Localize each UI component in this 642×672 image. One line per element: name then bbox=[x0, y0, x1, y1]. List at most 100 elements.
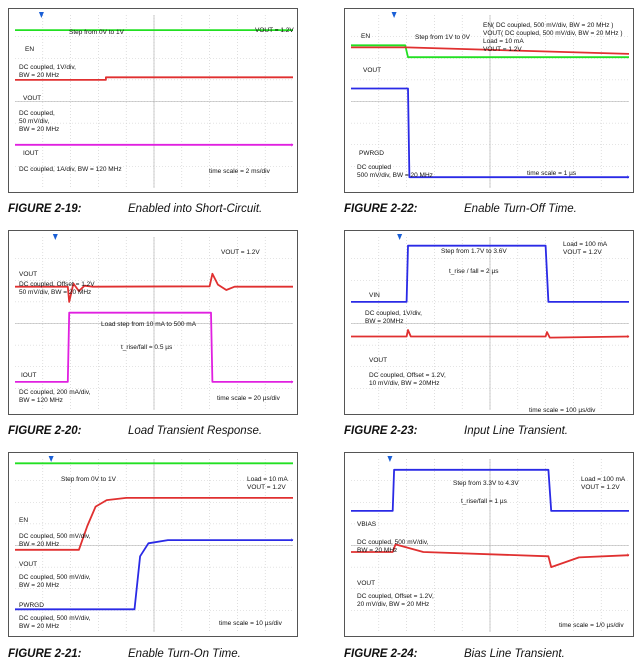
trace-vout bbox=[351, 543, 630, 568]
trace-iout bbox=[15, 311, 293, 383]
figure-number: FIGURE 2-24: bbox=[344, 648, 418, 660]
trigger-marker bbox=[52, 234, 58, 240]
scope-plot: + bbox=[351, 12, 630, 188]
scope-panel-1: + Step from 0V to 1V VOUT = 1.2V EN DC coupl… bbox=[8, 8, 298, 193]
trigger-marker bbox=[397, 234, 403, 240]
trace-vout bbox=[351, 329, 630, 339]
trace-vout bbox=[351, 46, 630, 55]
annotation-step: Step from 0V to 1V bbox=[69, 29, 124, 36]
desc-vout: DC coupled, Offset = 1.2V 50 mV/div, BW … bbox=[19, 281, 95, 296]
channel-marker: + bbox=[626, 553, 630, 559]
scope-plot: + bbox=[351, 456, 630, 632]
annotation-load-step: Load step from 10 mA to 500 mA bbox=[101, 321, 197, 328]
scope-panel-6: + Step from 3.3V to 4.3V Load = 100 mA VOU… bbox=[344, 452, 634, 637]
desc-pwrgd: DC coupled, 500 mV/div, BW = 20 MHz bbox=[19, 615, 91, 630]
annotation-load: Load = 100 mA VOUT = 1.2V bbox=[563, 241, 608, 256]
annotation-vout: VOUT = 1.2V bbox=[221, 249, 260, 256]
label-vout: VOUT bbox=[19, 271, 38, 278]
label-pwrgd: PWRGD bbox=[19, 602, 44, 609]
annotation-en: EN( DC coupled, 500 mV/div, BW = 20 MHz … bbox=[483, 22, 623, 53]
center-axes bbox=[15, 237, 293, 410]
time-scale: time scale = 1/0 µs/div bbox=[559, 622, 624, 629]
figure-number: FIGURE 2-21: bbox=[8, 648, 82, 660]
center-axes bbox=[15, 459, 293, 632]
label-vout: VOUT bbox=[369, 357, 388, 364]
time-scale: time scale = 20 µs/div bbox=[217, 395, 280, 402]
trace-pwrgd bbox=[351, 87, 629, 179]
annotation-step: Step from 0V to 1V bbox=[61, 476, 116, 483]
center-axes bbox=[351, 237, 629, 410]
desc-pwrgd: DC coupled 500 mV/div, BW = 20 MHz bbox=[357, 164, 433, 179]
annotation-step: Step from 1.7V to 3.6V bbox=[441, 248, 507, 255]
figure-title: Enable Turn-On Time. bbox=[128, 648, 241, 660]
annotation-load: Load = 10 mA VOUT = 1.2V bbox=[247, 476, 288, 491]
desc-vout: DC coupled, Offset = 1.2V, 20 mV/div, BW… bbox=[357, 593, 434, 608]
center-axes bbox=[15, 15, 293, 188]
trigger-marker bbox=[48, 456, 54, 462]
scope-plot: + bbox=[351, 234, 630, 410]
channel-marker: + bbox=[290, 143, 294, 149]
label-vout: VOUT bbox=[23, 95, 42, 102]
annotation-rise: t_rise/fall = 1 µs bbox=[461, 498, 507, 505]
figure-caption: FIGURE 2-20: Load Transient Response. bbox=[8, 425, 262, 437]
trace-vin bbox=[351, 244, 629, 303]
figure-number: FIGURE 2-22: bbox=[344, 203, 418, 215]
label-iout: IOUT bbox=[23, 150, 39, 157]
annotation-vout: VOUT = 1.2V bbox=[255, 27, 294, 34]
channel-marker: + bbox=[290, 380, 294, 386]
trace-pwrgd bbox=[15, 539, 293, 611]
scope-panel-3: + VOUT = 1.2V VOUT DC coupled, Offset = 1.2… bbox=[8, 230, 298, 415]
scope-plot: + bbox=[15, 456, 294, 632]
scope-panel-5: + Step from 0V to 1V Load = 10 mA VOUT = 1… bbox=[8, 452, 298, 637]
figure-title: Enable Turn-Off Time. bbox=[464, 203, 577, 215]
annotation-step: Step from 3.3V to 4.3V bbox=[453, 480, 519, 487]
trigger-marker bbox=[38, 12, 44, 18]
trace-en bbox=[351, 44, 629, 59]
label-vbias: VBIAS bbox=[357, 521, 377, 528]
time-scale: time scale = 2 ms/div bbox=[209, 168, 270, 175]
figure-caption: FIGURE 2-23: Input Line Transient. bbox=[344, 425, 568, 437]
time-scale: time scale = 10 µs/div bbox=[219, 620, 282, 627]
scope-panel-4: + Step from 1.7V to 3.6V Load = 100 mA VOU… bbox=[344, 230, 634, 415]
annotation-step: Step from 1V to 0V bbox=[415, 34, 470, 41]
label-en: EN bbox=[25, 46, 35, 53]
figure-caption: FIGURE 2-24: Bias Line Transient. bbox=[344, 648, 565, 660]
figure-title: Load Transient Response. bbox=[128, 425, 263, 437]
trigger-marker bbox=[387, 456, 393, 462]
channel-marker: + bbox=[290, 538, 294, 544]
label-vout: VOUT bbox=[357, 580, 376, 587]
label-iout: IOUT bbox=[21, 372, 37, 379]
scope-plot: + bbox=[15, 234, 294, 410]
annotation-rise: t_rise / fall = 2 µs bbox=[449, 268, 499, 275]
figure-number: FIGURE 2-19: bbox=[8, 203, 82, 215]
desc-en: DC coupled, 500 mV/div, BW = 20 MHz bbox=[19, 533, 91, 548]
figure-caption: FIGURE 2-21: Enable Turn-On Time. bbox=[8, 648, 241, 660]
figure-caption: FIGURE 2-19: Enabled into Short-Circuit. bbox=[8, 203, 262, 215]
desc-vout: DC coupled, 500 mV/div, BW = 20 MHz bbox=[19, 574, 91, 589]
label-en: EN bbox=[361, 33, 371, 40]
trace-vout bbox=[15, 497, 293, 551]
desc-vout: DC coupled, 50 mV/div, BW = 20 MHz bbox=[19, 110, 60, 133]
trace-vout bbox=[15, 272, 293, 303]
channel-marker: + bbox=[626, 334, 630, 340]
desc-iout: DC coupled, 1A/div, BW = 120 MHz bbox=[19, 166, 122, 173]
figure-title: Input Line Transient. bbox=[464, 425, 568, 437]
label-pwrgd: PWRGD bbox=[359, 150, 384, 157]
desc-en: DC coupled, 1V/div, BW = 20 MHz bbox=[19, 64, 76, 79]
label-vout: VOUT bbox=[363, 67, 382, 74]
scope-plot: + bbox=[15, 12, 294, 188]
time-scale: time scale = 100 µs/div bbox=[529, 407, 596, 414]
figure-number: FIGURE 2-20: bbox=[8, 425, 82, 437]
scope-panel-2: + Step from 1V to 0V EN( DC coupled, 500 m… bbox=[344, 8, 634, 193]
annotation-rise: t_rise/fall = 0.5 µs bbox=[121, 344, 173, 351]
figure-title: Bias Line Transient. bbox=[464, 648, 565, 660]
trace-vout bbox=[15, 76, 293, 81]
channel-marker: + bbox=[626, 175, 630, 181]
desc-iout: DC coupled, 200 mA/div, BW = 120 MHz bbox=[19, 389, 91, 404]
trigger-marker bbox=[391, 12, 397, 18]
figure-title: Enabled into Short-Circuit. bbox=[128, 203, 263, 215]
label-vout: VOUT bbox=[19, 561, 38, 568]
trace-vbias bbox=[351, 468, 629, 512]
desc-vout: DC coupled, Offset = 1.2V, 10 mV/div, BW… bbox=[369, 372, 446, 387]
desc-vin: DC coupled, 1V/div, BW = 20MHz bbox=[365, 310, 422, 325]
